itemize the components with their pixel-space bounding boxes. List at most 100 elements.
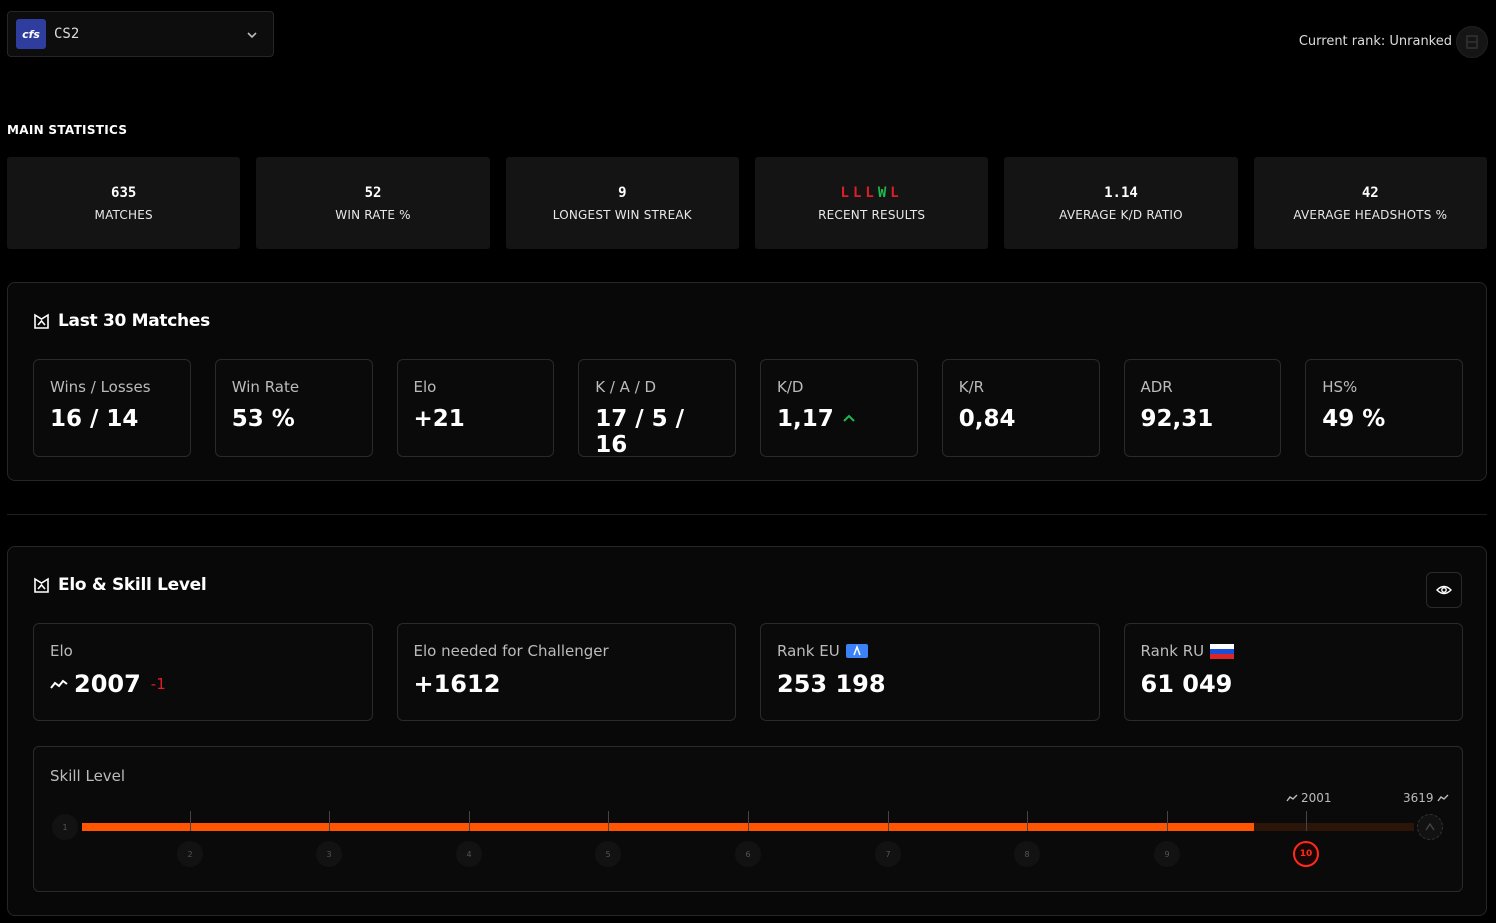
skill-level-8-icon: 8 [1014, 841, 1040, 867]
faceit-icon [34, 577, 49, 593]
max-elo-value: 3619 [1403, 791, 1434, 805]
stat-value: 635 [111, 184, 137, 201]
stat-value: 1.14 [1104, 184, 1138, 201]
current-elo-value: 2001 [1301, 791, 1332, 805]
stat-value: 0,84 [958, 406, 1016, 432]
skill-level-2-icon: 2 [177, 841, 203, 867]
stat-label: Elo [413, 378, 437, 396]
stat-value: 49 % [1322, 406, 1386, 432]
card-label: Elo [50, 642, 73, 660]
card-value: +1612 [413, 670, 501, 698]
stat-value: 42 [1361, 184, 1379, 201]
ru-flag-icon [1210, 643, 1235, 659]
stat-kd: K/D 1,17 [760, 359, 918, 457]
trend-icon [50, 679, 68, 689]
level-tick [608, 811, 609, 831]
skill-level-box: Skill Level 2001 3619 1 2 3 4 5 6 7 8 9 … [33, 746, 1463, 892]
stat-label: WIN RATE % [335, 207, 411, 222]
stat-kr: K/R 0,84 [941, 359, 1100, 457]
stat-adr: ADR 92,31 [1123, 359, 1282, 457]
chevron-up-icon [843, 414, 855, 422]
panel-title: Last 30 Matches [33, 311, 210, 331]
game-logo: cfs [16, 19, 46, 49]
stat-card-matches: 635 MATCHES [7, 157, 241, 249]
elo-skill-panel: Elo & Skill Level Elo 2007 -1 Elo needed… [7, 546, 1487, 916]
current-elo-marker: 2001 [1286, 791, 1332, 805]
elo-needed-card: Elo needed for Challenger +1612 [396, 623, 736, 721]
stat-win-rate: Win Rate 53 % [214, 359, 373, 457]
chevron-down-icon [247, 32, 257, 39]
level-tick [1167, 811, 1168, 831]
trend-icon [1436, 794, 1449, 802]
skill-level-10-icon: 10 [1293, 841, 1319, 867]
level-tick [469, 811, 470, 831]
stat-elo: Elo +21 [396, 359, 555, 457]
stat-wins-losses: Wins / Losses 16 / 14 [33, 359, 191, 457]
rank-badge-icon [1456, 26, 1488, 58]
panel-title-text: Elo & Skill Level [58, 575, 207, 595]
result-loss: L [852, 184, 866, 201]
panel-title-text: Last 30 Matches [58, 311, 210, 331]
rank-ru-card: Rank RU 61 049 [1123, 623, 1463, 721]
level-tick [1027, 811, 1028, 831]
stat-value: 9 [618, 184, 627, 201]
stat-label: AVERAGE K/D RATIO [1059, 207, 1183, 222]
skill-level-1-icon: 1 [52, 814, 78, 840]
stat-value: 1,17 [777, 406, 834, 432]
current-rank: Current rank: Unranked [1298, 34, 1452, 49]
skill-progress-fill [82, 823, 1255, 831]
game-selector[interactable]: cfs CS2 [7, 11, 274, 57]
stat-label: RECENT RESULTS [818, 207, 926, 222]
skill-level-3-icon: 3 [316, 841, 342, 867]
card-label-row: Rank EU [777, 642, 1083, 660]
stat-card-kd-ratio: 1.14 AVERAGE K/D RATIO [1004, 157, 1238, 249]
card-value: 253 198 [777, 670, 886, 698]
elo-delta: -1 [150, 675, 166, 693]
elo-cards: Elo 2007 -1 Elo needed for Challenger +1… [33, 623, 1463, 721]
max-elo-marker: 3619 [1403, 791, 1449, 805]
visibility-toggle-button[interactable] [1426, 572, 1462, 608]
result-win: W [877, 184, 891, 201]
stat-value: 52 [364, 184, 382, 201]
stat-label: ADR [1140, 378, 1173, 396]
trend-icon [1286, 794, 1298, 802]
stat-value: 53 % [231, 406, 295, 432]
divider [7, 514, 1487, 515]
stat-label: MATCHES [94, 207, 153, 222]
stat-card-headshots: 42 AVERAGE HEADSHOTS % [1253, 157, 1487, 249]
eye-icon [1436, 585, 1452, 595]
last-30-matches-panel: Last 30 Matches Wins / Losses 16 / 14 Wi… [7, 282, 1487, 481]
card-label: Elo needed for Challenger [413, 642, 609, 660]
result-loss: L [840, 184, 853, 201]
elo-card: Elo 2007 -1 [33, 623, 373, 721]
rank-eu-card: Rank EU 253 198 [760, 623, 1100, 721]
result-loss: L [890, 184, 903, 201]
stat-value: 16 / 14 [50, 406, 139, 432]
stat-card-longest-streak: 9 LONGEST WIN STREAK [505, 157, 739, 249]
stat-hs: HS% 49 % [1305, 359, 1463, 457]
skill-level-7-icon: 7 [875, 841, 901, 867]
panel-title: Elo & Skill Level [33, 575, 207, 595]
stat-label: K/R [958, 378, 985, 396]
stat-card-recent-results: LLLWL RECENT RESULTS [754, 157, 989, 249]
stat-label: LONGEST WIN STREAK [552, 207, 692, 222]
challenger-level-icon [1417, 814, 1443, 840]
level-tick [190, 811, 191, 831]
skill-level-9-icon: 9 [1154, 841, 1180, 867]
stat-value-row: 1,17 [777, 406, 901, 432]
stat-label: K/D [777, 378, 804, 396]
elo-value: 2007 [74, 670, 141, 698]
card-label-row: Rank RU [1141, 642, 1447, 660]
stat-label: K / A / D [595, 378, 657, 396]
level-tick [888, 811, 889, 831]
skill-level-4-icon: 4 [456, 841, 482, 867]
card-label: Rank RU [1140, 642, 1205, 660]
last-30-stats: Wins / Losses 16 / 14 Win Rate 53 % Elo … [33, 359, 1463, 458]
level-tick [748, 811, 749, 831]
skill-level-5-icon: 5 [595, 841, 621, 867]
faceit-icon [34, 313, 49, 329]
eu-flag-icon [845, 644, 868, 658]
stat-value: 92,31 [1140, 406, 1214, 432]
recent-results: LLLWL [841, 185, 903, 201]
main-statistics: 635 MATCHES 52 WIN RATE % 9 LONGEST WIN … [7, 157, 1487, 249]
